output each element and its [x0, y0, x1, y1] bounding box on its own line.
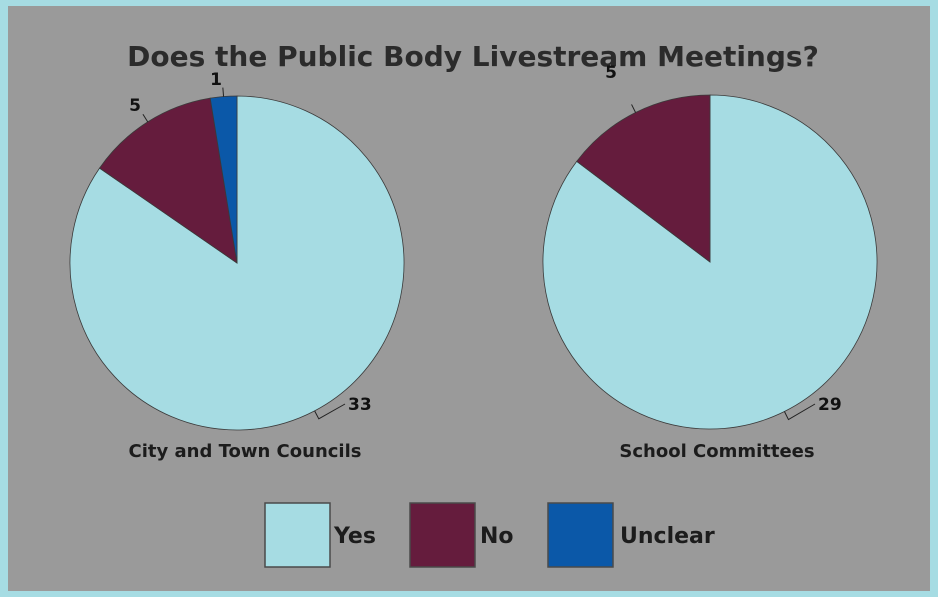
leader-line-yes-city-and-town-councils	[314, 403, 346, 420]
leader-line-unclear-city-and-town-councils	[222, 87, 225, 97]
pie-city-and-town-councils: 33 5 1	[69, 70, 405, 431]
chart-canvas: Does the Public Body Livestream Meetings…	[69, 40, 878, 568]
legend-swatch-no	[409, 502, 476, 568]
legend-swatch-yes	[264, 502, 331, 568]
pie-label-school-committees: School Committees	[619, 441, 814, 462]
leader-line-no-city-and-town-councils	[142, 113, 149, 123]
pie-school-committees: 29 5	[542, 63, 878, 430]
data-label-yes-school-committees: 29	[818, 395, 842, 415]
legend: Yes No Unclear	[264, 502, 715, 568]
leader-line-no-school-committees	[631, 104, 637, 113]
leader-line-yes-school-committees	[783, 403, 816, 421]
legend-swatch-unclear	[547, 502, 614, 568]
chart-frame: Does the Public Body Livestream Meetings…	[8, 6, 930, 591]
pie-slice-no-city-and-town-councils	[99, 97, 238, 264]
data-label-yes-city-and-town-councils: 33	[348, 395, 372, 415]
data-label-unclear-city-and-town-councils: 1	[210, 70, 222, 90]
legend-label-no: No	[480, 524, 514, 549]
legend-label-unclear: Unclear	[620, 524, 715, 549]
data-label-no-school-committees: 5	[605, 63, 617, 83]
pie-label-city-and-town-councils: City and Town Councils	[129, 441, 362, 462]
pie-slice-no-school-committees	[576, 94, 711, 263]
chart-title: Does the Public Body Livestream Meetings…	[127, 40, 819, 73]
legend-label-yes: Yes	[333, 524, 376, 549]
data-label-no-city-and-town-councils: 5	[129, 96, 141, 116]
